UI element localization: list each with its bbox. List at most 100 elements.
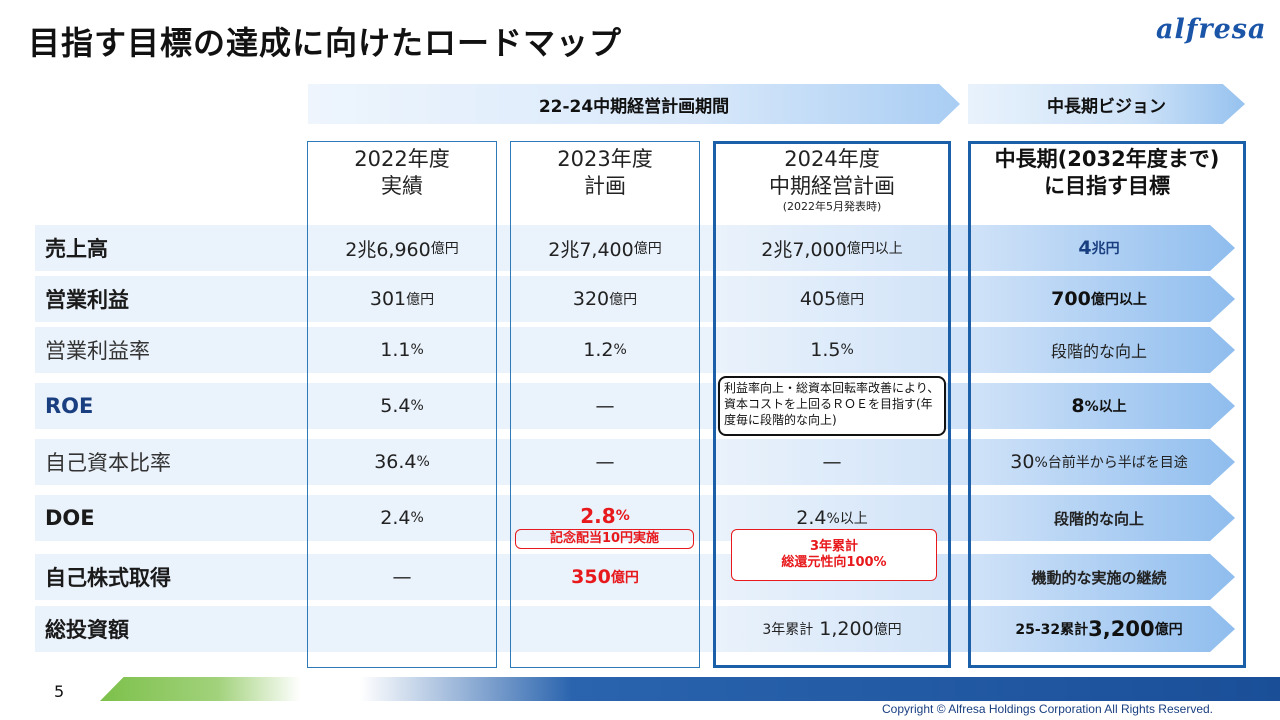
cell-doe-2022: 2.4% [307, 495, 497, 541]
column-header-vision-line2: に目指す目標 [1044, 174, 1170, 198]
row-label-doe: DOE [45, 506, 95, 530]
cell-buyback-2023: 350 億円 [510, 554, 700, 600]
value: 405 [799, 288, 837, 310]
unit: % [410, 510, 424, 526]
value: 700 [1051, 288, 1091, 310]
row-band-roe [35, 383, 715, 429]
cell-roe-2022: 5.4% [307, 383, 497, 429]
value: 1.1 [380, 339, 411, 361]
unit: 億円以上 [846, 241, 903, 257]
cell-sales-2023: 2兆7,400 億円 [510, 225, 700, 271]
column-header-2024: 2024年度 中期経営計画 (2022年5月発表時) [713, 146, 951, 214]
column-frame-2024 [713, 141, 951, 668]
value: 8 [1071, 395, 1085, 417]
roe-2024-note: 利益率向上・総資本回転率改善により、資本コストを上回るＲＯＥを目指す(年度毎に段… [718, 376, 946, 436]
cell-sales-vision: 4 兆円 [968, 225, 1230, 271]
page-number: 5 [54, 682, 65, 701]
column-header-2024-type: 中期経営計画 [769, 174, 895, 198]
cell-equity-2022: 36.4% [307, 439, 497, 485]
row-band-doe [35, 495, 715, 541]
prefix: 25-32累計 [1015, 622, 1089, 638]
column-header-vision-line1: 中長期(2032年度まで) [994, 147, 1220, 171]
cell-op-2022: 301 億円 [307, 276, 497, 322]
value: 301 [369, 288, 407, 310]
cell-equity-2024: — [822, 451, 842, 473]
row-band-invest [35, 606, 715, 652]
note-line1: 3年累計 [809, 539, 859, 554]
unit: % [416, 454, 430, 470]
value: 1.5 [810, 339, 841, 361]
column-header-2023-year: 2023年度 [557, 147, 653, 171]
row-band-sales [35, 225, 715, 271]
value: 350 [571, 566, 611, 588]
row-band-equity [35, 439, 715, 485]
value: 2.8 [580, 504, 616, 528]
row-arrow-equity [715, 439, 1235, 485]
column-header-2022-year: 2022年度 [354, 147, 450, 171]
row-label-sales: 売上高 [45, 237, 108, 261]
cell-roe-2023: — [595, 395, 615, 417]
period-arrow: 22-24中期経営計画期間 [308, 84, 960, 124]
buyback-2024-note: 3年累計 総還元性向100% [731, 529, 937, 581]
unit: 億円以上 [1090, 292, 1147, 308]
unit: 億円 [1154, 622, 1183, 638]
value: 30 [1010, 451, 1035, 473]
cell-sales-2024: 2兆7,000 億円以上 [713, 225, 951, 271]
value: 3,200 [1088, 617, 1155, 641]
cell-margin-2022: 1.1% [307, 327, 497, 373]
cell-doe-2024: 2.4 %以上 [713, 495, 951, 541]
row-arrow-invest [715, 606, 1235, 652]
copyright-text: Copyright © Alfresa Holdings Corporation… [882, 702, 1213, 716]
row-band-op [35, 276, 715, 322]
row-label-buyback: 自己株式取得 [45, 566, 171, 590]
row-label-equity: 自己資本比率 [45, 451, 171, 475]
cell-doe-2023: 2.8% [510, 493, 700, 539]
page-title: 目指す目標の達成に向けたロードマップ [28, 24, 623, 62]
footer-bar [100, 677, 1280, 701]
column-header-vision: 中長期(2032年度まで) に目指す目標 [968, 146, 1246, 200]
unit: 億円 [609, 292, 638, 308]
column-header-2022-type: 実績 [381, 174, 423, 198]
unit: % [410, 398, 424, 414]
value: 36.4 [374, 451, 417, 473]
row-label-invest: 総投資額 [45, 618, 129, 642]
value: 320 [572, 288, 610, 310]
column-frame-2022 [307, 141, 497, 668]
vision-arrow: 中長期ビジョン [968, 84, 1245, 124]
cell-op-2023: 320 億円 [510, 276, 700, 322]
value: 5.4 [380, 395, 411, 417]
unit: 億円 [633, 241, 662, 257]
cell-margin-2023: 1.2% [510, 327, 700, 373]
value: 1.2 [583, 339, 614, 361]
unit: % [840, 342, 854, 358]
unit: % [410, 342, 424, 358]
row-band-margin [35, 327, 715, 373]
period-label: 22-24中期経営計画期間 [538, 96, 730, 117]
column-header-2024-year: 2024年度 [784, 147, 880, 171]
cell-buyback-vision: 機動的な実施の継続 [1031, 568, 1167, 587]
row-arrow-margin [715, 327, 1235, 373]
column-header-2024-note: (2022年5月発表時) [782, 200, 882, 213]
row-label-margin: 営業利益率 [45, 339, 150, 363]
value: 4 [1078, 237, 1092, 259]
row-band-buyback [35, 554, 715, 600]
cell-equity-vision: 30 %台前半から半ばを目途 [968, 439, 1230, 485]
unit: %台前半から半ばを目途 [1034, 455, 1188, 471]
column-header-2023-type: 計画 [584, 174, 626, 198]
unit: 兆円 [1091, 241, 1120, 257]
cell-margin-2024: 1.5% [713, 327, 951, 373]
note-line2: 総還元性向100% [781, 555, 887, 570]
cell-sales-2022: 2兆6,960 億円 [307, 225, 497, 271]
row-arrow-op [715, 276, 1235, 322]
prefix: 3年累計 [762, 622, 814, 638]
cell-doe-vision: 段階的な向上 [1053, 509, 1144, 528]
value: 2.4 [796, 507, 827, 529]
value: 2兆7,400 [548, 238, 634, 261]
cell-equity-2023: — [595, 451, 615, 473]
unit: % [615, 508, 630, 524]
column-header-2022: 2022年度 実績 [307, 146, 497, 200]
row-label-op: 営業利益 [45, 288, 129, 312]
cell-roe-vision: 8 %以上 [968, 383, 1230, 429]
cell-op-vision: 700 億円以上 [968, 276, 1230, 322]
unit: %以上 [826, 511, 868, 527]
